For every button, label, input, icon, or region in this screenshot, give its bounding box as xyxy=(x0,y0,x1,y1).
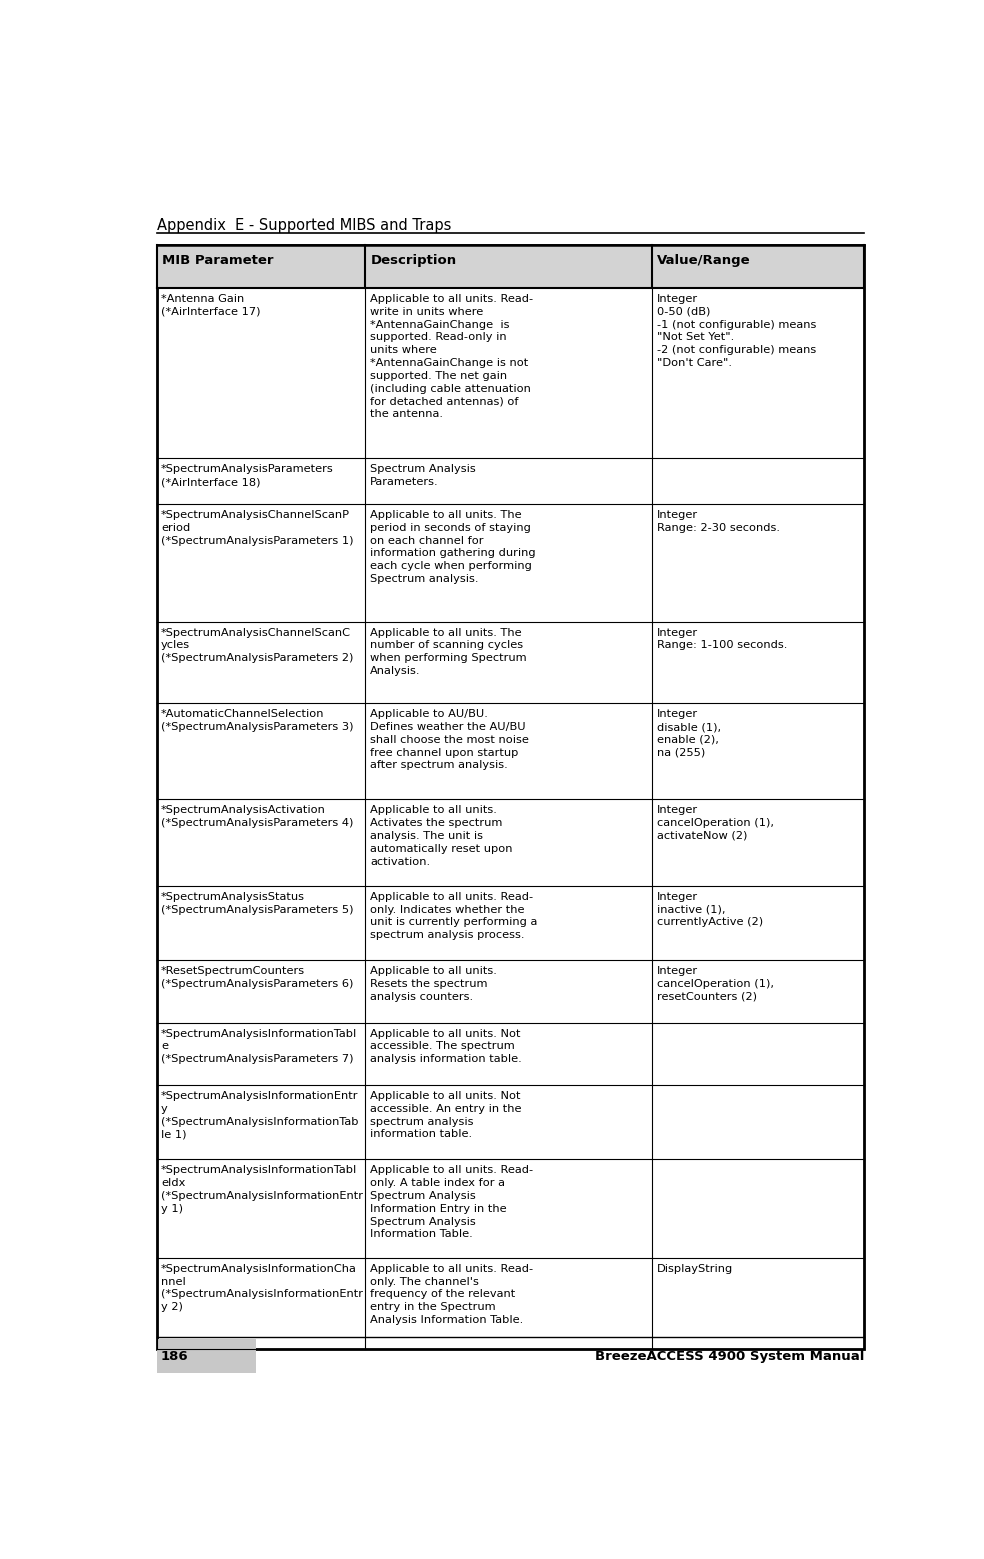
Text: *SpectrumAnalysisInformationTabl
eIdx
(*SpectrumAnalysisInformationEntr
y 1): *SpectrumAnalysisInformationTabl eIdx (*… xyxy=(161,1166,363,1214)
Text: Spectrum Analysis
Parameters.: Spectrum Analysis Parameters. xyxy=(370,465,475,486)
Text: Applicable to all units. Read-
write in units where
*AntennaGainChange  is
suppo: Applicable to all units. Read- write in … xyxy=(370,295,533,419)
Text: *SpectrumAnalysisInformationEntr
y
(*SpectrumAnalysisInformationTab
le 1): *SpectrumAnalysisInformationEntr y (*Spe… xyxy=(161,1091,358,1140)
Text: BreezeACCESS 4900 System Manual: BreezeACCESS 4900 System Manual xyxy=(595,1350,864,1363)
Text: Applicable to all units.
Resets the spectrum
analysis counters.: Applicable to all units. Resets the spec… xyxy=(370,967,497,1002)
Text: Integer
cancelOperation (1),
resetCounters (2): Integer cancelOperation (1), resetCounte… xyxy=(656,967,773,1002)
Text: Applicable to all units. Read-
only. The channel's
frequency of the relevant
ent: Applicable to all units. Read- only. The… xyxy=(370,1264,533,1325)
Text: MIB Parameter: MIB Parameter xyxy=(162,254,274,267)
Text: *AutomaticChannelSelection
(*SpectrumAnalysisParameters 3): *AutomaticChannelSelection (*SpectrumAna… xyxy=(161,709,353,733)
Text: *SpectrumAnalysisChannelScanC
ycles
(*SpectrumAnalysisParameters 2): *SpectrumAnalysisChannelScanC ycles (*Sp… xyxy=(161,628,353,663)
Text: *SpectrumAnalysisParameters
(*AirInterface 18): *SpectrumAnalysisParameters (*AirInterfa… xyxy=(161,465,334,486)
Text: Applicable to all units.
Activates the spectrum
analysis. The unit is
automatica: Applicable to all units. Activates the s… xyxy=(370,806,513,867)
Text: Applicable to all units. Read-
only. A table index for a
Spectrum Analysis
Infor: Applicable to all units. Read- only. A t… xyxy=(370,1166,533,1239)
Text: Integer
Range: 1-100 seconds.: Integer Range: 1-100 seconds. xyxy=(656,628,787,650)
Text: Applicable to all units. Not
accessible. An entry in the
spectrum analysis
infor: Applicable to all units. Not accessible.… xyxy=(370,1091,522,1140)
Text: *SpectrumAnalysisStatus
(*SpectrumAnalysisParameters 5): *SpectrumAnalysisStatus (*SpectrumAnalys… xyxy=(161,892,353,915)
Text: Applicable to all units. The
number of scanning cycles
when performing Spectrum
: Applicable to all units. The number of s… xyxy=(370,628,526,677)
Bar xyxy=(156,1339,256,1373)
Text: DisplayString: DisplayString xyxy=(656,1264,733,1274)
Text: Applicable to all units. Not
accessible. The spectrum
analysis information table: Applicable to all units. Not accessible.… xyxy=(370,1029,522,1065)
Text: Applicable to AU/BU.
Defines weather the AU/BU
shall choose the most noise
free : Applicable to AU/BU. Defines weather the… xyxy=(370,709,528,770)
Text: *SpectrumAnalysisActivation
(*SpectrumAnalysisParameters 4): *SpectrumAnalysisActivation (*SpectrumAn… xyxy=(161,806,353,828)
Text: *Antenna Gain
(*AirInterface 17): *Antenna Gain (*AirInterface 17) xyxy=(161,295,261,316)
Text: Appendix  E - Supported MIBS and Traps: Appendix E - Supported MIBS and Traps xyxy=(156,218,451,234)
Text: Integer
cancelOperation (1),
activateNow (2): Integer cancelOperation (1), activateNow… xyxy=(656,806,773,840)
Text: Integer
0-50 (dB)
-1 (not configurable) means
"Not Set Yet".
-2 (not configurabl: Integer 0-50 (dB) -1 (not configurable) … xyxy=(656,295,816,368)
Text: 186: 186 xyxy=(160,1350,188,1363)
Text: *SpectrumAnalysisInformationTabl
e
(*SpectrumAnalysisParameters 7): *SpectrumAnalysisInformationTabl e (*Spe… xyxy=(161,1029,357,1065)
Text: Integer
inactive (1),
currentlyActive (2): Integer inactive (1), currentlyActive (2… xyxy=(656,892,763,928)
Text: *SpectrumAnalysisInformationCha
nnel
(*SpectrumAnalysisInformationEntr
y 2): *SpectrumAnalysisInformationCha nnel (*S… xyxy=(161,1264,363,1313)
Text: Applicable to all units. Read-
only. Indicates whether the
unit is currently per: Applicable to all units. Read- only. Ind… xyxy=(370,892,537,940)
Text: Applicable to all units. The
period in seconds of staying
on each channel for
in: Applicable to all units. The period in s… xyxy=(370,510,535,585)
Bar xyxy=(156,245,864,288)
Text: Integer
disable (1),
enable (2),
na (255): Integer disable (1), enable (2), na (255… xyxy=(656,709,720,758)
Text: *ResetSpectrumCounters
(*SpectrumAnalysisParameters 6): *ResetSpectrumCounters (*SpectrumAnalysi… xyxy=(161,967,353,988)
Text: Value/Range: Value/Range xyxy=(657,254,751,267)
Text: *SpectrumAnalysisChannelScanP
eriod
(*SpectrumAnalysisParameters 1): *SpectrumAnalysisChannelScanP eriod (*Sp… xyxy=(161,510,353,546)
Text: Integer
Range: 2-30 seconds.: Integer Range: 2-30 seconds. xyxy=(656,510,779,533)
Text: Description: Description xyxy=(371,254,457,267)
